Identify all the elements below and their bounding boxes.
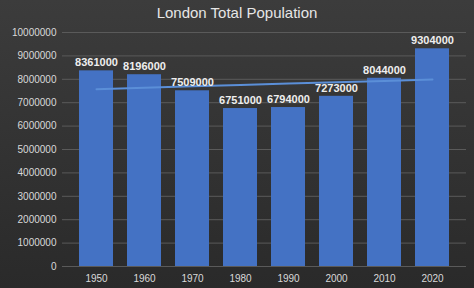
svg-text:2010: 2010 (373, 273, 396, 284)
svg-text:2000: 2000 (325, 273, 348, 284)
svg-text:10000000: 10000000 (12, 27, 57, 38)
svg-text:6000000: 6000000 (18, 120, 57, 131)
svg-text:6751000: 6751000 (219, 94, 262, 106)
svg-text:7000000: 7000000 (18, 97, 57, 108)
svg-text:1970: 1970 (181, 273, 204, 284)
svg-text:4000000: 4000000 (18, 167, 57, 178)
svg-text:7273000: 7273000 (315, 82, 358, 94)
svg-text:3000000: 3000000 (18, 191, 57, 202)
svg-text:1950: 1950 (85, 273, 108, 284)
svg-text:2020: 2020 (421, 273, 444, 284)
svg-text:8044000: 8044000 (363, 64, 406, 76)
svg-text:9304000: 9304000 (411, 34, 454, 46)
svg-text:6794000: 6794000 (267, 93, 310, 105)
svg-text:8361000: 8361000 (75, 56, 118, 68)
svg-text:1990: 1990 (277, 273, 300, 284)
svg-text:8196000: 8196000 (123, 60, 166, 72)
html-text:London Total Population: London Total Population (156, 4, 318, 21)
svg-text:1000000: 1000000 (18, 237, 57, 248)
svg-text:0: 0 (51, 261, 57, 272)
svg-text:5000000: 5000000 (18, 144, 57, 155)
svg-text:1960: 1960 (133, 273, 156, 284)
svg-text:1980: 1980 (229, 273, 252, 284)
svg-text:2000000: 2000000 (18, 214, 57, 225)
svg-text:9000000: 9000000 (18, 50, 57, 61)
svg-text:7509000: 7509000 (171, 76, 214, 88)
svg-text:8000000: 8000000 (18, 74, 57, 85)
